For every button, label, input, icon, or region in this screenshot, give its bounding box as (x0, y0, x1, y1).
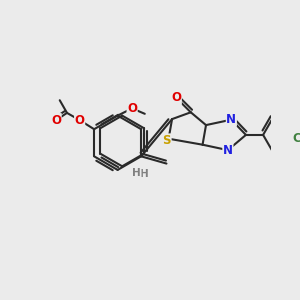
Text: O: O (127, 102, 137, 115)
Text: S: S (163, 134, 171, 147)
Text: N: N (223, 144, 233, 157)
Text: H: H (132, 168, 141, 178)
Text: O: O (51, 114, 61, 127)
Text: O: O (171, 91, 181, 104)
Text: O: O (75, 114, 85, 127)
Text: N: N (226, 113, 236, 126)
Text: H: H (140, 169, 149, 179)
Text: Cl: Cl (292, 133, 300, 146)
